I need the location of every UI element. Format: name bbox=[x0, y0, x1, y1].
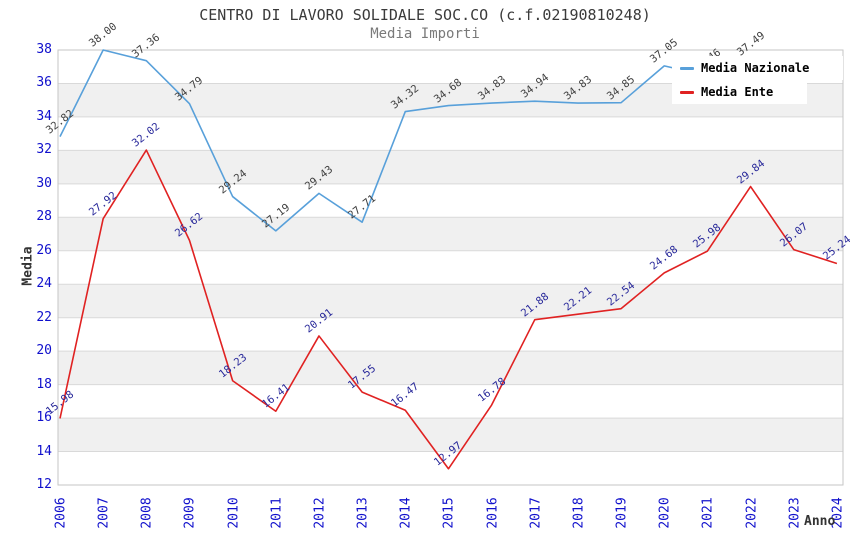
y-axis-title: Media bbox=[20, 246, 36, 286]
plot-band bbox=[58, 150, 843, 184]
x-tick-label: 2008 bbox=[139, 497, 155, 529]
y-tick-label: 34 bbox=[36, 108, 52, 124]
plot-band bbox=[58, 418, 843, 452]
y-tick-label: 18 bbox=[36, 376, 52, 392]
y-tick-label: 28 bbox=[36, 209, 52, 225]
y-tick-label: 12 bbox=[36, 477, 52, 492]
chart-title: CENTRO DI LAVORO SOLIDALE SOC.CO (c.f.02… bbox=[199, 6, 651, 24]
plot-band bbox=[58, 284, 843, 318]
x-tick-label: 2015 bbox=[441, 497, 457, 529]
x-tick-label: 2010 bbox=[226, 497, 242, 529]
x-tick-label: 2013 bbox=[355, 497, 371, 529]
x-tick-label: 2018 bbox=[571, 497, 587, 529]
legend-swatch-icon bbox=[680, 66, 694, 70]
y-tick-label: 32 bbox=[36, 142, 52, 158]
plot-band bbox=[58, 351, 843, 385]
y-tick-label: 36 bbox=[36, 75, 52, 91]
x-tick-label: 2007 bbox=[96, 497, 112, 529]
x-tick-label: 2009 bbox=[182, 497, 198, 529]
x-tick-label: 2019 bbox=[614, 497, 630, 529]
x-tick-label: 2023 bbox=[787, 497, 803, 529]
x-axis-title: Anno bbox=[804, 514, 836, 529]
series-line-media-nazionale bbox=[59, 49, 751, 232]
plot-border bbox=[57, 49, 844, 486]
y-tick-label: 24 bbox=[36, 276, 52, 292]
y-tick-label: 30 bbox=[36, 175, 52, 191]
legend-swatch-icon bbox=[680, 90, 694, 94]
x-tick-label: 2006 bbox=[53, 497, 69, 529]
y-tick-label: 38 bbox=[36, 42, 52, 57]
x-tick-label: 2022 bbox=[744, 497, 760, 529]
y-tick-label: 16 bbox=[36, 410, 52, 426]
chart-subtitle: Media Importi bbox=[370, 26, 480, 42]
x-tick-label: 2020 bbox=[657, 497, 673, 529]
y-tick-label: 20 bbox=[36, 343, 52, 359]
x-tick-label: 2021 bbox=[700, 497, 716, 529]
x-tick-label: 2014 bbox=[398, 497, 414, 529]
legend-item: Media Nazionale bbox=[672, 56, 844, 80]
x-tick-label: 2012 bbox=[312, 497, 328, 529]
x-tick-label: 2017 bbox=[528, 497, 544, 529]
y-tick-label: 26 bbox=[36, 242, 52, 258]
x-tick-label: 2016 bbox=[485, 497, 501, 529]
legend-label: Media Nazionale bbox=[701, 61, 810, 75]
legend-item: Media Ente bbox=[672, 80, 808, 104]
y-tick-label: 22 bbox=[36, 309, 52, 325]
x-tick-label: 2011 bbox=[269, 497, 285, 529]
legend: Media Nazionale Media Ente bbox=[672, 56, 844, 104]
y-tick-label: 14 bbox=[36, 443, 52, 459]
legend-label: Media Ente bbox=[701, 85, 774, 99]
series-line-media-ente bbox=[59, 149, 838, 470]
